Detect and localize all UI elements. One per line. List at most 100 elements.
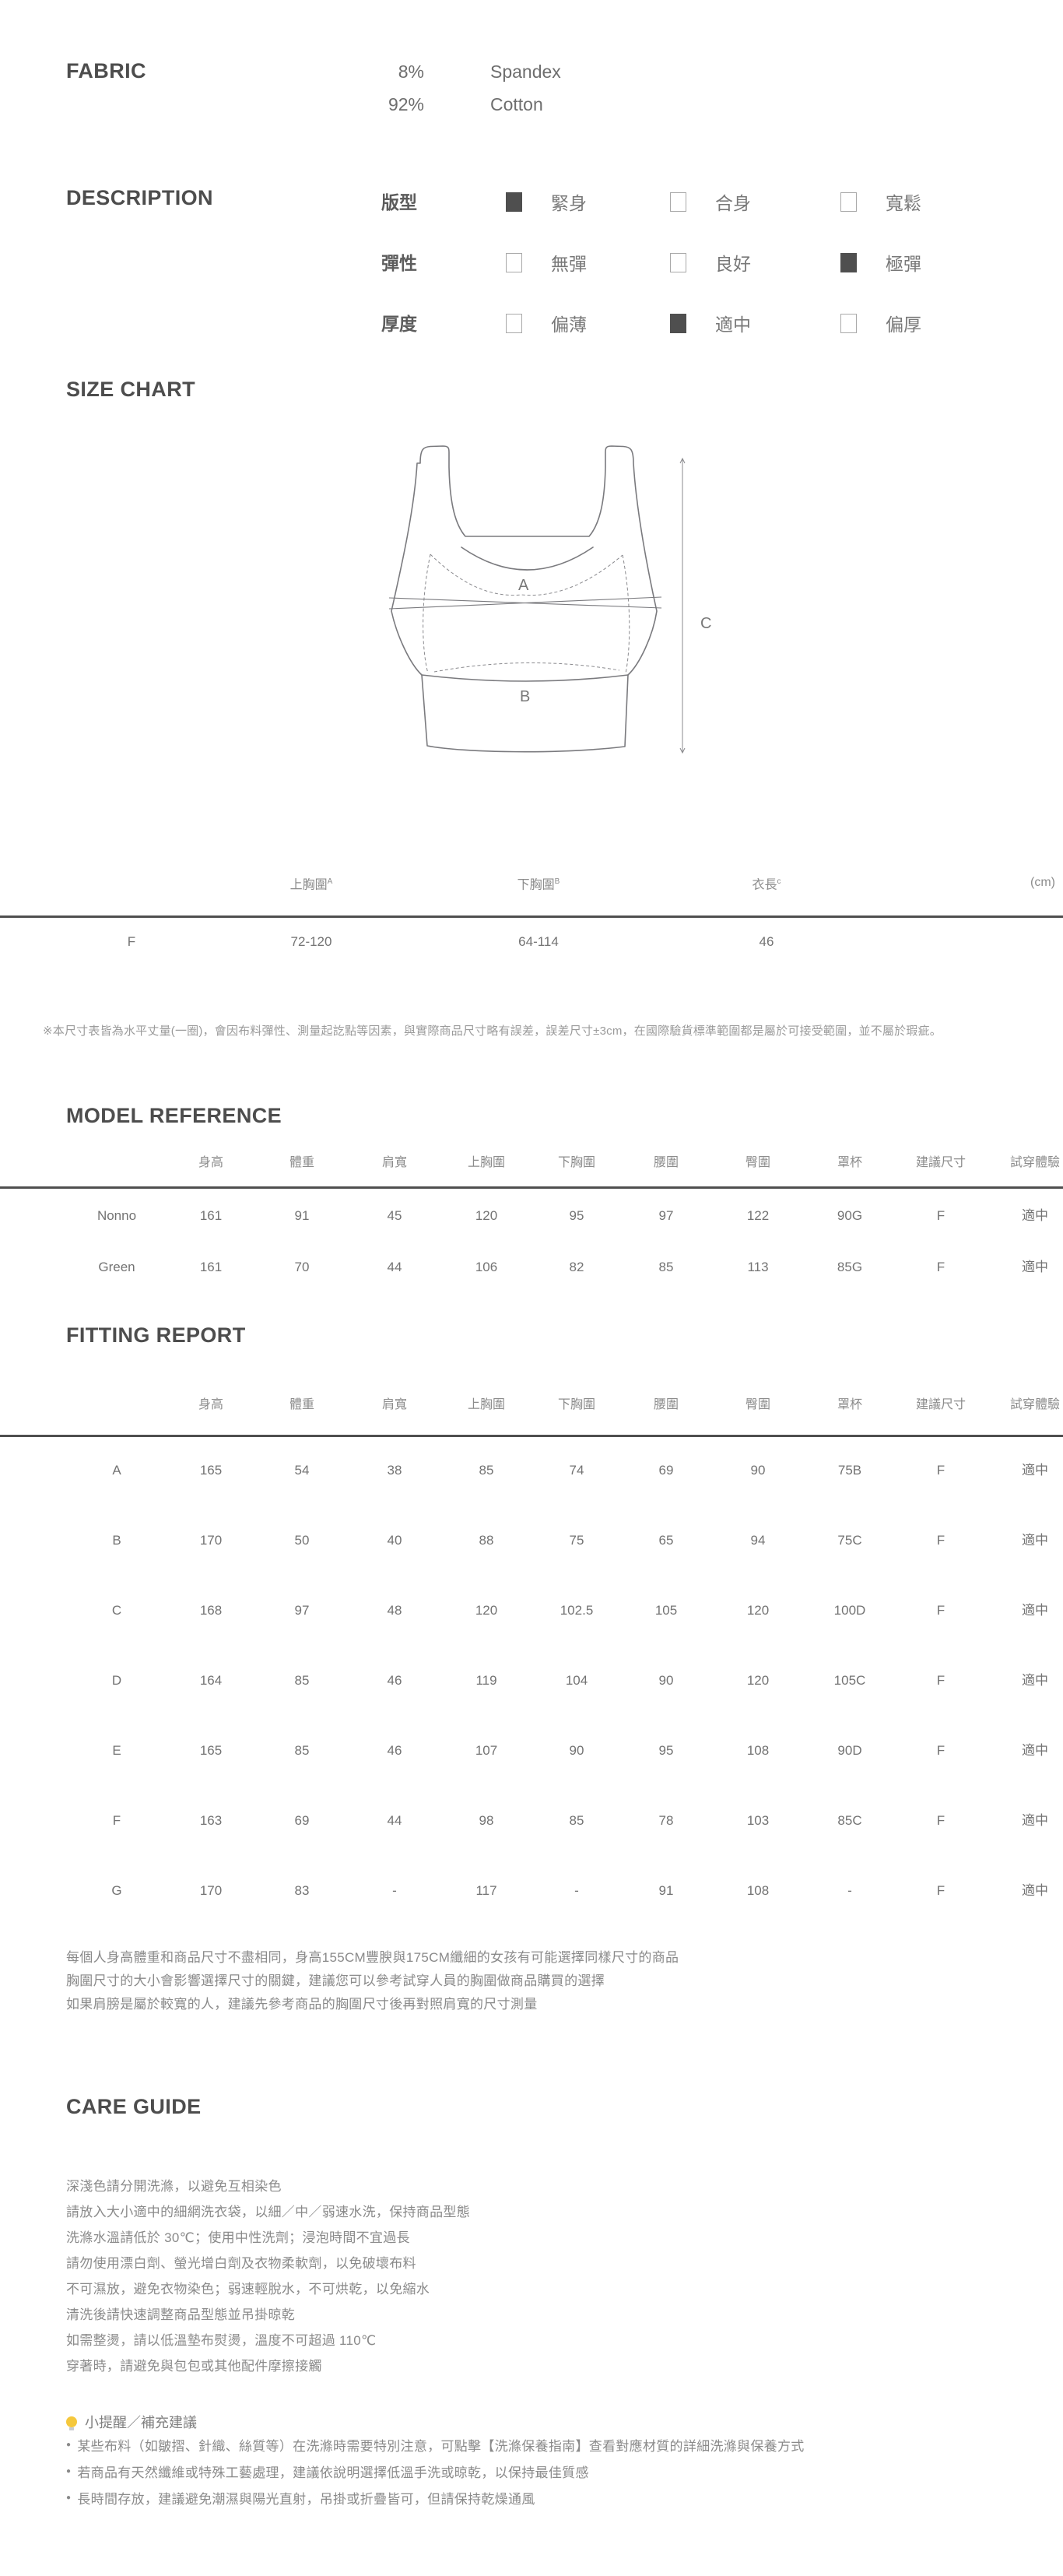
- model-reference-col-header: 肩寬: [381, 1156, 408, 1169]
- fitting-report-cell: 95: [658, 1743, 674, 1758]
- checkbox-unchecked-icon: [670, 192, 686, 212]
- fitting-report-cell: 85: [569, 1813, 584, 1828]
- care-guide-line: 請勿使用漂白劑、螢光增白劑及衣物柔軟劑，以免破壞布料: [66, 2256, 416, 2271]
- reminder-section: 小提醒／補充建議 ● 某些布料（如皺摺、針織、絲質等）在洗滌時需要特別注意，可點擊…: [0, 2406, 1063, 2576]
- fitting-report-cell: 50: [294, 1533, 310, 1548]
- fitting-report-cell: 74: [569, 1463, 584, 1478]
- model-reference-cell: 85G: [837, 1260, 863, 1274]
- size-chart-header-rule: [0, 915, 1063, 918]
- care-guide-line: 穿著時，請避免與包包或其他配件摩擦接觸: [66, 2359, 322, 2374]
- fitting-report-col-header: 肩寬: [381, 1398, 408, 1411]
- model-reference-cell: 161: [199, 1208, 223, 1223]
- care-guide-line: 深淺色請分開洗滌，以避免互相染色: [66, 2179, 282, 2194]
- fitting-report-cell: 適中: [1022, 1883, 1048, 1898]
- diagram-label-b: B: [520, 688, 530, 705]
- model-reference-cell: F: [936, 1260, 945, 1274]
- description-option: 無彈: [506, 249, 587, 276]
- fitting-note-line: 如果肩膀是屬於較寬的人，建議先參考商品的胸圍尺寸後再對照肩寬的尺寸測量: [66, 1997, 538, 2012]
- description-heading: DESCRIPTION: [66, 186, 213, 209]
- fitting-report-cell: 102.5: [560, 1603, 594, 1618]
- fitting-report-cell: 38: [387, 1463, 402, 1478]
- checkbox-checked-icon: [840, 252, 857, 272]
- fitting-report-cell: 120: [475, 1603, 498, 1618]
- underband-dashed: [433, 662, 620, 673]
- fitting-report-cell: 75C: [837, 1533, 862, 1548]
- reminder-bullet: ● 若商品有天然纖維或特殊工藝處理，建議依說明選擇低溫手洗或晾乾，以保持最佳質感: [66, 2462, 589, 2481]
- description-option: 偏薄: [506, 310, 587, 336]
- fitting-report-cell: 91: [658, 1883, 674, 1898]
- fitting-report-cell: F: [936, 1883, 945, 1898]
- fitting-report-heading: FITTING REPORT: [66, 1323, 246, 1347]
- model-reference-cell: 122: [746, 1208, 770, 1223]
- fitting-report-row-name: A: [112, 1463, 121, 1478]
- fitting-report-cell: 120: [746, 1673, 770, 1688]
- cup-seam-dashed: [430, 554, 623, 596]
- description-option: 寬鬆: [840, 188, 921, 215]
- care-guide-line: 清洗後請快速調整商品型態並吊掛晾乾: [66, 2307, 296, 2322]
- reminder-title: 小提醒／補充建議: [85, 2415, 197, 2430]
- size-chart-col-header: 下胸圍B: [517, 877, 560, 892]
- description-option: 適中: [670, 310, 751, 336]
- description-option-label: 無彈: [551, 254, 587, 274]
- size-chart-col-sup: A: [327, 877, 333, 886]
- description-row-label: 版型: [381, 192, 417, 213]
- fitting-report-row-name: G: [111, 1883, 122, 1898]
- fitting-report-cell: 105: [654, 1603, 678, 1618]
- fitting-report-cell: 97: [294, 1603, 310, 1618]
- fabric-heading: FABRIC: [66, 59, 146, 83]
- model-reference-header-rule: [0, 1186, 1063, 1189]
- model-reference-cell: 95: [569, 1208, 584, 1223]
- fitting-report-cell: 107: [475, 1743, 498, 1758]
- checkbox-unchecked-icon: [506, 252, 522, 272]
- fitting-report-cell: 54: [294, 1463, 310, 1478]
- fitting-report-cell: 69: [658, 1463, 674, 1478]
- bullet-icon: ●: [66, 2441, 72, 2449]
- model-reference-cell: 97: [658, 1208, 674, 1223]
- reminder-bullet-text: 長時間存放，建議避免潮濕與陽光直射，吊掛或折疊皆可，但請保持乾燥通風: [77, 2492, 535, 2507]
- model-reference-cell: 106: [475, 1260, 498, 1274]
- reminder-title-row: 小提醒／補充建議: [66, 2412, 197, 2432]
- fitting-report-col-header: 身高: [198, 1398, 224, 1411]
- reminder-bullet-text: 若商品有天然纖維或特殊工藝處理，建議依說明選擇低溫手洗或晾乾，以保持最佳質感: [77, 2465, 589, 2480]
- cup-side-left-dashed: [423, 554, 431, 674]
- model-reference-col-header: 腰圍: [653, 1156, 679, 1169]
- fitting-report-cell: 163: [199, 1813, 223, 1828]
- size-chart-col-header: 衣長c: [752, 877, 781, 892]
- fitting-report-col-header: 臀圍: [745, 1398, 771, 1411]
- fitting-report-cell: F: [936, 1533, 945, 1548]
- description-option: 極彈: [840, 249, 921, 276]
- description-option: 緊身: [506, 188, 587, 215]
- size-chart-cell: 72-120: [290, 934, 332, 949]
- fitting-report-cell: 170: [199, 1883, 223, 1898]
- care-guide-section: CARE GUIDE 深淺色請分開洗滌，以避免互相染色 請放入大小適中的細網洗衣袋…: [0, 2086, 1063, 2390]
- care-guide-heading: CARE GUIDE: [66, 2095, 202, 2118]
- fitting-report-cell: 119: [475, 1673, 497, 1688]
- size-chart-col-sup: B: [554, 877, 560, 886]
- fitting-report-col-header: 建議尺寸: [915, 1398, 967, 1411]
- model-reference-cell: 113: [747, 1260, 769, 1274]
- description-option: 良好: [670, 249, 751, 276]
- description-option: 合身: [670, 188, 751, 215]
- model-reference-cell: 44: [387, 1260, 402, 1274]
- fitting-report-cell: 適中: [1022, 1743, 1048, 1758]
- model-reference-col-header: 下胸圍: [557, 1156, 596, 1169]
- description-option-label: 寬鬆: [886, 193, 921, 213]
- description-option-label: 偏厚: [886, 315, 921, 335]
- neckline-edge: [461, 546, 594, 571]
- checkbox-checked-icon: [670, 313, 686, 333]
- fitting-report-cell: F: [936, 1743, 945, 1758]
- description-option-label: 偏薄: [551, 315, 587, 335]
- size-chart-heading: SIZE CHART: [66, 378, 195, 401]
- fitting-report-cell: 108: [746, 1743, 770, 1758]
- fitting-report-cell: 90: [658, 1673, 674, 1688]
- fitting-report-cell: 46: [387, 1743, 402, 1758]
- fabric-material: Cotton: [490, 94, 543, 114]
- fitting-note-line: 胸圍尺寸的大小會影響選擇尺寸的關鍵，建議您可以參考試穿人員的胸圍做商品購買的選擇: [66, 1973, 605, 1988]
- fitting-report-cell: 104: [565, 1673, 588, 1688]
- fitting-report-cell: 44: [387, 1813, 402, 1828]
- fitting-report-cell: 適中: [1022, 1463, 1048, 1478]
- fabric-section: FABRIC 8% Spandex 92% Cotton: [0, 54, 1063, 148]
- length-arrow-top: [679, 457, 686, 464]
- description-option-label: 極彈: [886, 254, 921, 274]
- fitting-report-cell: 90: [750, 1463, 766, 1478]
